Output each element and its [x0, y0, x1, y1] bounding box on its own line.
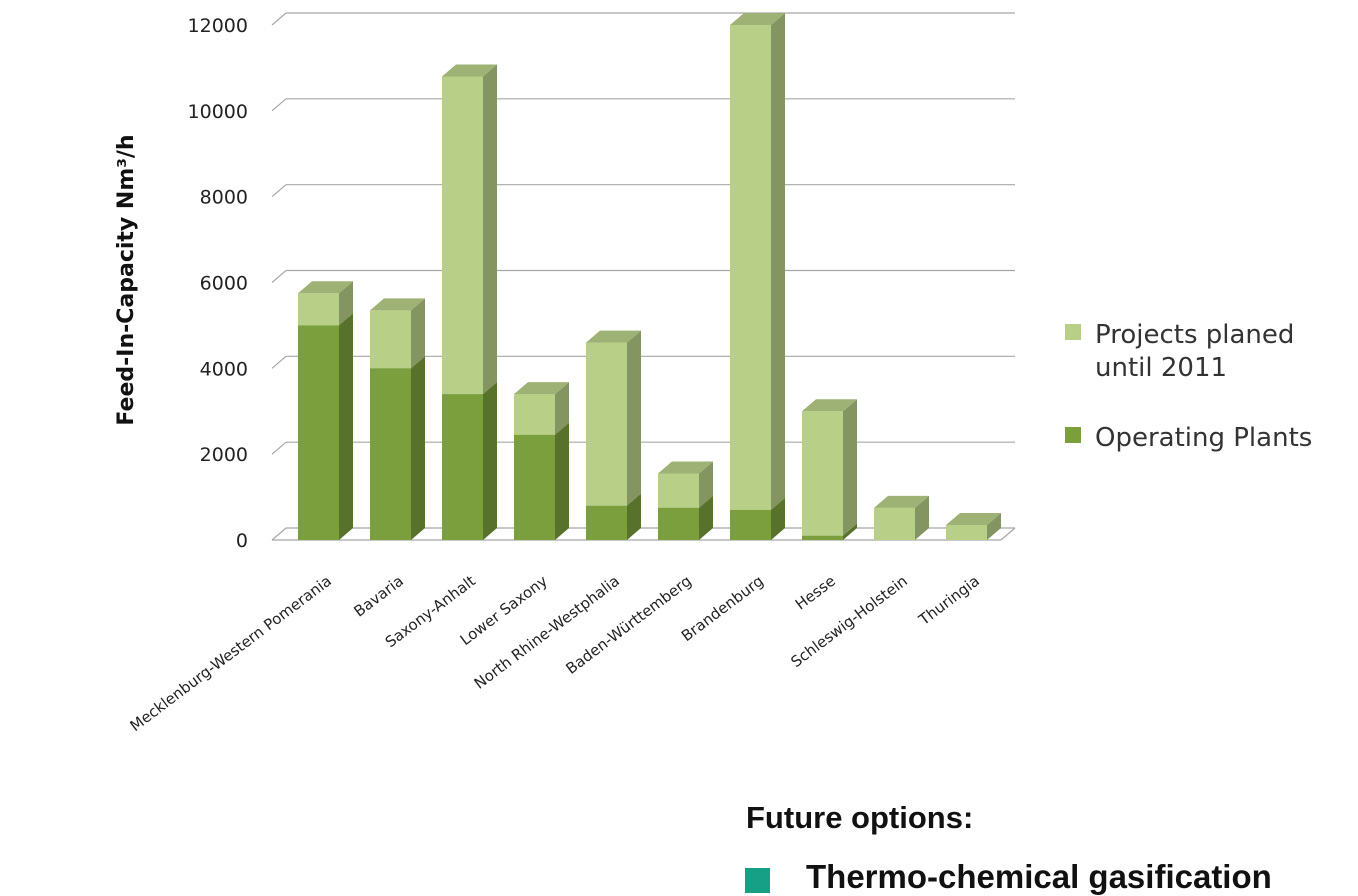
bar-side — [339, 281, 353, 326]
bar-projects — [514, 382, 569, 435]
bar-front — [370, 310, 411, 369]
bar-front — [514, 394, 555, 435]
bar-side — [411, 298, 425, 369]
bar-top — [370, 298, 425, 311]
bar-projects — [946, 512, 1001, 540]
bar-projects — [298, 281, 353, 326]
bar-front — [802, 535, 843, 540]
bullet-square-icon — [745, 868, 770, 893]
gridline-side — [271, 270, 287, 283]
bar-operating — [442, 382, 497, 540]
bar-front — [874, 507, 915, 540]
bar-top — [298, 281, 353, 294]
bar-top — [514, 382, 569, 395]
y-tick-label: 0 — [236, 530, 248, 552]
legend-label-operating: Operating Plants — [1095, 423, 1312, 453]
gridline-side — [271, 98, 287, 112]
bar-side — [699, 495, 713, 540]
bar-side — [771, 497, 785, 540]
bar-top — [730, 13, 785, 25]
y-tick-label: 6000 — [200, 273, 248, 295]
x-category-label: Schleswig-Holstein — [787, 572, 911, 671]
bar-operating — [298, 313, 353, 540]
bar-projects — [802, 399, 857, 536]
bar-front — [658, 507, 699, 540]
bar-top — [442, 64, 497, 77]
legend-swatch-projects — [1065, 324, 1081, 340]
x-category-label: Thuringia — [915, 572, 983, 630]
y-tick-label: 8000 — [200, 187, 248, 209]
bar-front — [298, 293, 339, 326]
bar-side — [555, 422, 569, 540]
legend-label-projects-line1: Projects planed — [1095, 320, 1294, 350]
bar-front — [730, 25, 771, 510]
x-category-label: Hesse — [792, 572, 839, 614]
bar-front — [586, 505, 627, 540]
bar-projects — [658, 461, 713, 508]
bar-side — [627, 493, 641, 540]
bar-side — [843, 523, 857, 540]
x-category-label: Mecklenburg-Western Pomerania — [127, 572, 335, 735]
bar-front — [586, 342, 627, 506]
bar-side — [915, 495, 929, 540]
bar-side — [339, 313, 353, 540]
bar-front — [946, 524, 987, 540]
bar-front — [730, 509, 771, 540]
gridline-side — [271, 441, 287, 455]
bullet-text: Thermo-chemical gasification — [806, 858, 1272, 895]
bar-side — [987, 512, 1001, 540]
y-tick-label: 12000 — [188, 15, 248, 37]
bar-projects — [730, 13, 785, 510]
bar-top — [658, 461, 713, 474]
y-tick-label: 10000 — [188, 101, 248, 123]
legend: Projects planed until 2011 Operating Pla… — [1065, 320, 1312, 453]
gridline-side — [271, 355, 287, 369]
bars — [298, 13, 1001, 540]
bar-side — [771, 13, 785, 510]
x-category-label: North Rhine-Westphalia — [471, 572, 623, 693]
bar-projects — [442, 64, 497, 395]
x-category-label: Bavaria — [350, 572, 406, 621]
bar-top — [946, 512, 1001, 525]
bar-front — [514, 434, 555, 540]
bar-top — [586, 330, 641, 343]
bar-front — [658, 473, 699, 508]
bar-front — [442, 76, 483, 395]
bar-front — [298, 325, 339, 540]
y-axis-ticks: 0 2000 4000 6000 8000 10000 12000 — [188, 15, 248, 552]
bar-front — [370, 368, 411, 540]
bar-side — [627, 330, 641, 506]
bar-front — [802, 411, 843, 536]
y-tick-label: 2000 — [200, 444, 248, 466]
future-options-title: Future options: — [746, 800, 974, 835]
bar-operating — [514, 422, 569, 540]
x-category-label: Baden-Württemberg — [562, 572, 694, 678]
bar-side — [483, 64, 497, 395]
bar-side — [411, 356, 425, 540]
x-axis-labels: Mecklenburg-Western Pomerania BavariaSaxo… — [127, 572, 983, 735]
bar-projects — [370, 298, 425, 369]
gridline-side — [271, 12, 287, 26]
bar-projects — [874, 495, 929, 540]
bar-top — [802, 399, 857, 412]
bar-projects — [586, 330, 641, 506]
bar-side — [699, 461, 713, 508]
y-tick-label: 4000 — [200, 358, 248, 380]
gridline-side — [271, 184, 287, 198]
legend-swatch-operating — [1065, 427, 1081, 443]
bar-top — [874, 495, 929, 508]
legend-label-projects-line2: until 2011 — [1095, 353, 1227, 383]
y-axis-title: Feed-In-Capacity Nm³/h — [114, 134, 139, 425]
floor-edge-side — [1000, 527, 1016, 541]
bar-side — [843, 399, 857, 536]
gridline-side — [271, 527, 287, 541]
bar-operating — [370, 356, 425, 540]
bar-side — [483, 382, 497, 540]
bar-front — [442, 394, 483, 540]
bar-side — [555, 382, 569, 435]
